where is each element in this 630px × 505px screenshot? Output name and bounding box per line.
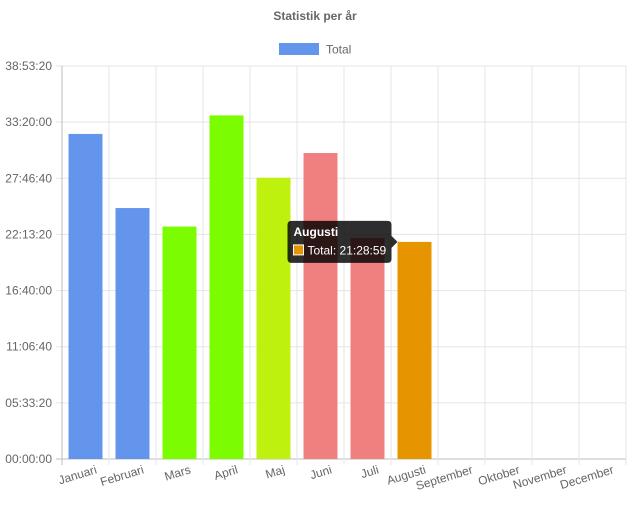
x-tick-label: December — [558, 462, 615, 492]
x-tick-label: Maj — [264, 462, 287, 481]
bar-juli[interactable] — [350, 238, 385, 459]
bar-maj[interactable] — [256, 177, 291, 459]
bar-april[interactable] — [209, 115, 244, 460]
bar-augusti[interactable] — [397, 241, 432, 459]
x-tick-label: Februari — [99, 462, 146, 488]
y-tick-label: 11:06:40 — [6, 340, 52, 354]
x-tick-label: Juni — [308, 462, 333, 482]
y-tick-label: 22:13:20 — [5, 227, 52, 241]
legend-swatch[interactable] — [279, 43, 319, 55]
y-tick-label: 38:53:20 — [5, 59, 52, 73]
tooltip-label: Total: 21:28:59 — [308, 243, 387, 257]
x-tick-label: Mars — [163, 462, 193, 483]
tooltip-box — [287, 220, 398, 263]
legend-label[interactable]: Total — [326, 43, 351, 57]
x-tick-label: April — [212, 462, 239, 482]
bar-februari[interactable] — [115, 208, 150, 459]
tooltip-swatch — [293, 244, 304, 256]
x-tick-label: Juli — [359, 462, 380, 481]
bar-januari[interactable] — [68, 133, 103, 459]
bar-juni[interactable] — [303, 153, 338, 459]
chart-title: Statistik per år — [273, 9, 357, 23]
y-tick-label: 16:40:00 — [5, 284, 52, 298]
bar-mars[interactable] — [162, 226, 197, 459]
x-tick-label: Januari — [57, 462, 99, 487]
y-tick-label: 33:20:00 — [5, 115, 52, 129]
y-tick-label: 05:33:20 — [5, 396, 52, 410]
y-tick-label: 27:46:40 — [5, 171, 52, 185]
tooltip-title: Augusti — [294, 225, 339, 239]
y-tick-label: 00:00:00 — [5, 452, 52, 466]
